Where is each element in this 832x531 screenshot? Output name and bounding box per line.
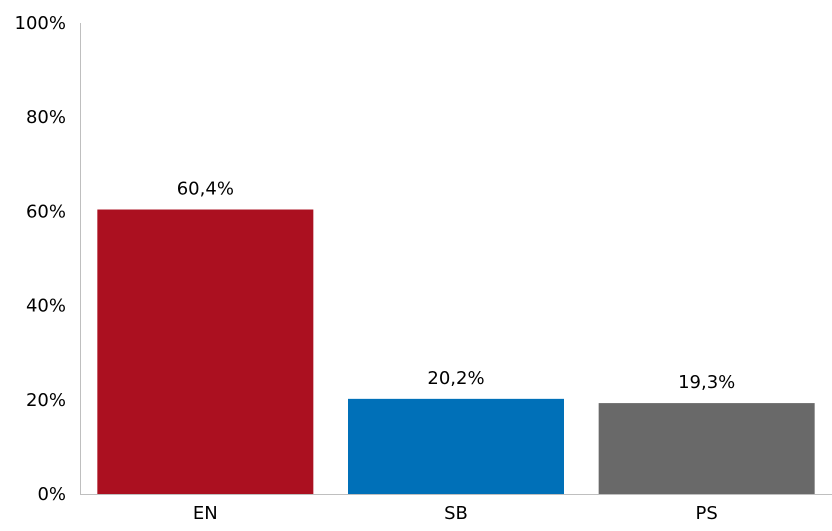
x-axis-ticks: EN SB PS — [193, 503, 718, 524]
bar-ps — [598, 403, 815, 494]
bar-en — [97, 209, 314, 495]
value-labels-group: 60,4% 20,2% 19,3% — [177, 179, 736, 394]
x-tick-label-en: EN — [193, 503, 218, 524]
y-tick-label: 20% — [26, 390, 66, 411]
bar-sb — [348, 398, 564, 494]
y-tick-label: 40% — [26, 296, 66, 317]
x-tick-label-ps: PS — [696, 503, 718, 524]
value-label-ps: 19,3% — [678, 372, 735, 393]
y-axis-ticks: 0% 20% 40% 60% 80% 100% — [15, 13, 66, 505]
value-label-en: 60,4% — [177, 179, 234, 200]
y-tick-label: 80% — [26, 107, 66, 128]
bars-group — [97, 209, 815, 495]
y-tick-label: 60% — [26, 201, 66, 222]
value-label-sb: 20,2% — [427, 368, 484, 389]
x-tick-label-sb: SB — [444, 503, 468, 524]
y-tick-label: 100% — [15, 13, 66, 34]
y-tick-label: 0% — [37, 484, 66, 505]
